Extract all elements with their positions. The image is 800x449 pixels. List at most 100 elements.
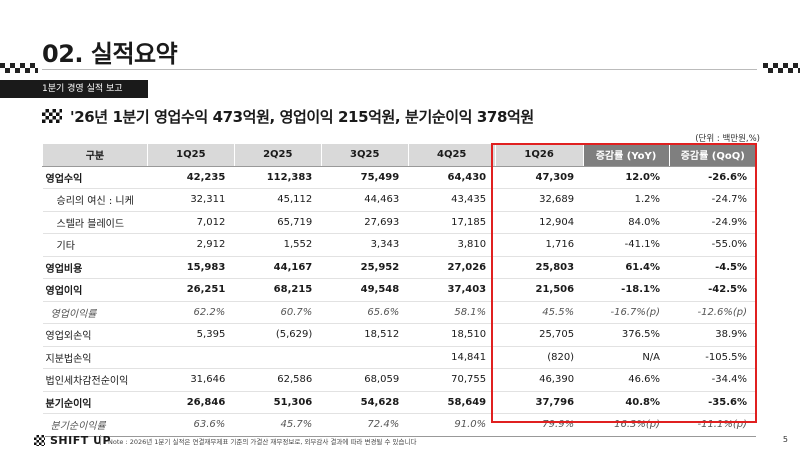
table-cell: 47,309 (495, 166, 584, 189)
table-cell (321, 346, 409, 369)
table-cell (234, 346, 322, 369)
table-cell: 51,306 (234, 391, 322, 414)
table-row: 승리의 여신 : 니케 32,311 45,112 44,463 43,435 32,68… (42, 188, 756, 212)
table-cell: -4.5% (669, 256, 756, 279)
footer-divider (100, 435, 101, 445)
table-cell: 79.9% (495, 413, 584, 437)
table-cell: -11.1%(p) (669, 413, 756, 437)
table-cell: 3,343 (321, 233, 409, 257)
table-cell: 26,846 (147, 391, 235, 414)
checker-decoration-right (763, 63, 800, 73)
table-row: 영업외손익 5,395 (5,629) 18,512 18,510 25,705 376.5… (42, 323, 756, 347)
table-cell: 91.0% (408, 413, 496, 437)
table-cell: 70,755 (408, 368, 496, 392)
table-cell: -42.5% (669, 278, 756, 302)
table-cell: 15,983 (147, 256, 235, 279)
table-row: 영업이익률 62.2% 60.7% 65.6% 58.1% 45.5% -16.7%(p) -… (42, 301, 756, 324)
table-cell: 25,952 (321, 256, 409, 279)
table-cell: -105.5% (669, 346, 756, 369)
row-label: 스텔라 블레이드 (42, 211, 148, 234)
table-row: 영업비용 15,983 44,167 25,952 27,026 25,803 61.4% -… (42, 256, 756, 279)
table-header-cell: 1Q25 (146, 144, 235, 167)
table-cell: 61.4% (583, 256, 670, 279)
table-cell: 1,716 (495, 233, 584, 257)
table-cell: 18,510 (408, 323, 496, 347)
section-tab: 1분기 경영 실적 보고 (0, 80, 148, 98)
table-header-cell: 1Q26 (494, 144, 584, 167)
table-cell: -26.6% (669, 166, 756, 189)
table-cell: 54,628 (321, 391, 409, 414)
table-cell: 376.5% (583, 323, 670, 347)
checker-decoration-left (0, 63, 38, 73)
headline-text: '26년 1분기 영업수익 473억원, 영업이익 215억원, 분기순이익 3… (70, 107, 534, 126)
row-label: 영업이익 (42, 278, 148, 302)
table-cell: 17,185 (408, 211, 496, 234)
table-cell: 44,167 (234, 256, 322, 279)
table-cell: -55.0% (669, 233, 756, 257)
table-cell: 75,499 (321, 166, 409, 189)
table-cell: 26,251 (147, 278, 235, 302)
table-cell: 45,112 (234, 188, 322, 212)
table-cell: 12.0% (583, 166, 670, 189)
table-row: 법인세차감전순이익 31,646 62,586 68,059 70,755 46,390 4… (42, 368, 756, 392)
table-cell: 46.6% (583, 368, 670, 392)
table-cell: 25,803 (495, 256, 584, 279)
row-label: 기타 (42, 233, 148, 257)
table-cell: N/A (583, 346, 670, 369)
table-cell: 112,383 (234, 166, 322, 189)
table-cell: 46,390 (495, 368, 584, 392)
table-cell: 27,026 (408, 256, 496, 279)
table-cell: 5,395 (147, 323, 235, 347)
table-cell: 16.3%(p) (583, 413, 670, 437)
table-cell: 62,586 (234, 368, 322, 392)
row-label: 분기순이익률 (42, 413, 148, 437)
table-cell: 1.2% (583, 188, 670, 212)
table-cell: (5,629) (234, 323, 322, 347)
row-label: 지분법손익 (42, 346, 148, 369)
footer-note: Note : 2026년 1분기 실적은 연결재무제표 기준의 가결산 재무정보… (108, 438, 417, 446)
table-cell: -34.4% (669, 368, 756, 392)
title-divider (42, 69, 757, 70)
footer: SHIFT UP Note : 2026년 1분기 실적은 연결재무제표 기준의… (0, 427, 800, 449)
table-row: 분기순이익률 63.6% 45.7% 72.4% 91.0% 79.9% 16.3%(p) -… (42, 413, 756, 437)
table-cell: 37,403 (408, 278, 496, 302)
table-cell: 37,796 (495, 391, 584, 414)
row-label: 영업비용 (42, 256, 148, 279)
table-cell: 38.9% (669, 323, 756, 347)
table-cell: 32,689 (495, 188, 584, 212)
row-label: 분기순이익 (42, 391, 148, 414)
financial-summary-table: 구분 1Q25 2Q25 3Q25 4Q25 1Q26 증감률 (YoY) 증감률 (QoQ)… (42, 144, 756, 437)
table-cell: 65,719 (234, 211, 322, 234)
table-header-cell: 3Q25 (320, 144, 409, 167)
table-cell: 43,435 (408, 188, 496, 212)
checkered-flag-icon (34, 435, 45, 446)
table-row: 분기순이익 26,846 51,306 54,628 58,649 37,796 40.8%… (42, 391, 756, 414)
shiftup-logo: SHIFT UP (34, 434, 111, 447)
table-cell: -35.6% (669, 391, 756, 414)
table-row: 지분법손익 14,841 (820) N/A -105.5% (42, 346, 756, 369)
table-cell: (820) (495, 346, 584, 369)
table-header-cell: 증감률 (YoY) (582, 144, 670, 167)
row-label: 승리의 여신 : 니케 (42, 188, 148, 212)
table-cell (147, 346, 235, 369)
table-row: 영업수익 42,235 112,383 75,499 64,430 47,309 12.0%… (42, 166, 756, 189)
table-cell: 45.5% (495, 301, 584, 324)
table-cell: 12,904 (495, 211, 584, 234)
unit-note: (단위 : 백만원,%) (695, 134, 760, 144)
table-cell: 60.7% (234, 301, 322, 324)
table-body: 영업수익 42,235 112,383 75,499 64,430 47,309 12.0%… (42, 166, 756, 437)
table-cell: 32,311 (147, 188, 235, 212)
logo-text: SHIFT UP (50, 434, 112, 447)
table-cell: 84.0% (583, 211, 670, 234)
table-cell: 31,646 (147, 368, 235, 392)
headline: '26년 1분기 영업수익 473억원, 영업이익 215억원, 분기순이익 3… (42, 104, 534, 128)
row-label: 영업이익률 (42, 301, 148, 324)
table-cell: 62.2% (147, 301, 235, 324)
table-cell: -12.6%(p) (669, 301, 756, 324)
table-cell: 44,463 (321, 188, 409, 212)
table-cell: 3,810 (408, 233, 496, 257)
table-cell: -41.1% (583, 233, 670, 257)
table-cell: -24.7% (669, 188, 756, 212)
table-header-cell: 증감률 (QoQ) (668, 144, 756, 167)
table-cell: 21,506 (495, 278, 584, 302)
